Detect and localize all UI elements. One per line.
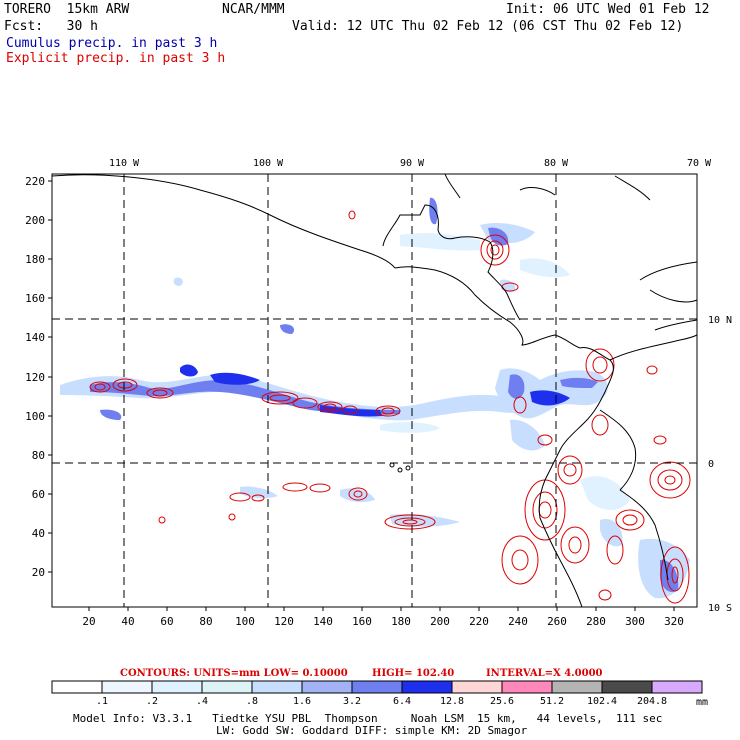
cumulus-precip-shading	[60, 197, 690, 599]
y-tick-label: 40	[32, 527, 45, 540]
colorbar	[51, 680, 703, 694]
x-tick-label: 200	[430, 615, 450, 628]
x-tick-label: 280	[586, 615, 606, 628]
x-tick-label: 220	[469, 615, 489, 628]
x-tick-label: 260	[547, 615, 567, 628]
y-tick-label: 160	[25, 292, 45, 305]
x-tick-label: 300	[625, 615, 645, 628]
colorbar-label: 1.6	[293, 696, 311, 707]
colorbar-label: 25.6	[490, 696, 514, 707]
valid-time: Valid: 12 UTC Thu 02 Feb 12 (06 CST Thu …	[292, 19, 684, 34]
colorbar-swatch	[251, 680, 303, 694]
organization: NCAR/MMM	[222, 2, 285, 17]
y-tick-label: 200	[25, 214, 45, 227]
x-tick-label: 40	[121, 615, 134, 628]
colorbar-swatch	[551, 680, 603, 694]
y-tick-label: 80	[32, 449, 45, 462]
colorbar-label: .2	[146, 696, 158, 707]
x-tick-label: 180	[391, 615, 411, 628]
lon-label-100w: 100 W	[253, 158, 284, 169]
colorbar-swatch	[101, 680, 153, 694]
colorbar-label: 3.2	[343, 696, 361, 707]
init-time: Init: 06 UTC Wed 01 Feb 12	[506, 2, 710, 17]
explicit-label: Explicit precip. in past 3 h	[6, 51, 226, 66]
colorbar-label: 6.4	[393, 696, 411, 707]
y-tick-label: 60	[32, 488, 45, 501]
colorbar-label: 51.2	[540, 696, 564, 707]
forecast-hour: Fcst: 30 h	[4, 19, 98, 34]
colorbar-label: .8	[246, 696, 258, 707]
colorbar-swatch	[401, 680, 453, 694]
lat-label-10n: 10 N	[708, 315, 732, 326]
lat-lon-grid	[52, 174, 697, 607]
model-info-line2: LW: Godd SW: Goddard DIFF: simple KM: 2D…	[216, 724, 528, 737]
x-tick-label: 240	[508, 615, 528, 628]
x-tick-label: 120	[274, 615, 294, 628]
colorbar-swatch	[51, 680, 103, 694]
lon-label-90w: 90 W	[400, 158, 425, 169]
x-tick-label: 160	[352, 615, 372, 628]
coastlines	[51, 173, 698, 608]
colorbar-units: mm	[696, 697, 708, 708]
model-name: TORERO 15km ARW	[4, 2, 130, 17]
contour-interval: INTERVAL=X 4.0000	[486, 668, 603, 679]
axis-ticks	[48, 180, 675, 611]
colorbar-label: .1	[96, 696, 108, 707]
contour-high: HIGH= 102.40	[372, 668, 454, 679]
y-tick-label: 140	[25, 331, 45, 344]
y-tick-label: 220	[25, 175, 45, 188]
x-tick-label: 100	[235, 615, 255, 628]
colorbar-swatch	[151, 680, 203, 694]
lat-label-10s: 10 S	[708, 603, 732, 614]
colorbar-swatch	[351, 680, 403, 694]
lon-label-110w: 110 W	[109, 158, 140, 169]
contour-info: CONTOURS: UNITS=mm LOW= 0.10000	[120, 668, 348, 679]
x-tick-label: 140	[313, 615, 333, 628]
colorbar-swatch	[301, 680, 353, 694]
colorbar-swatch	[451, 680, 503, 694]
lat-label-0: 0	[708, 459, 714, 470]
cumulus-label: Cumulus precip. in past 3 h	[6, 36, 218, 51]
colorbar-labels: .1 .2 .4 .8 1.6 3.2 6.4 12.8 25.6 51.2 102.4 204.8	[96, 696, 667, 707]
colorbar-label: 204.8	[637, 696, 667, 707]
plot-frame	[51, 173, 698, 608]
x-tick-label: 80	[199, 615, 212, 628]
x-tick-label: 20	[82, 615, 95, 628]
lon-label-80w: 80 W	[544, 158, 569, 169]
lon-label-70w: 70 W	[687, 158, 712, 169]
colorbar-label: 102.4	[587, 696, 617, 707]
y-tick-label: 20	[32, 566, 45, 579]
colorbar-swatch	[601, 680, 653, 694]
model-info-line1: Model Info: V3.3.1 Tiedtke YSU PBL Thomp…	[73, 712, 663, 725]
x-tick-label: 60	[160, 615, 173, 628]
colorbar-swatch	[651, 680, 703, 694]
colorbar-swatch	[201, 680, 253, 694]
y-tick-label: 100	[25, 410, 45, 423]
colorbar-swatch	[501, 680, 553, 694]
colorbar-label: 12.8	[440, 696, 464, 707]
x-tick-label: 320	[664, 615, 684, 628]
y-tick-label: 120	[25, 371, 45, 384]
y-tick-label: 180	[25, 253, 45, 266]
colorbar-label: .4	[196, 696, 208, 707]
